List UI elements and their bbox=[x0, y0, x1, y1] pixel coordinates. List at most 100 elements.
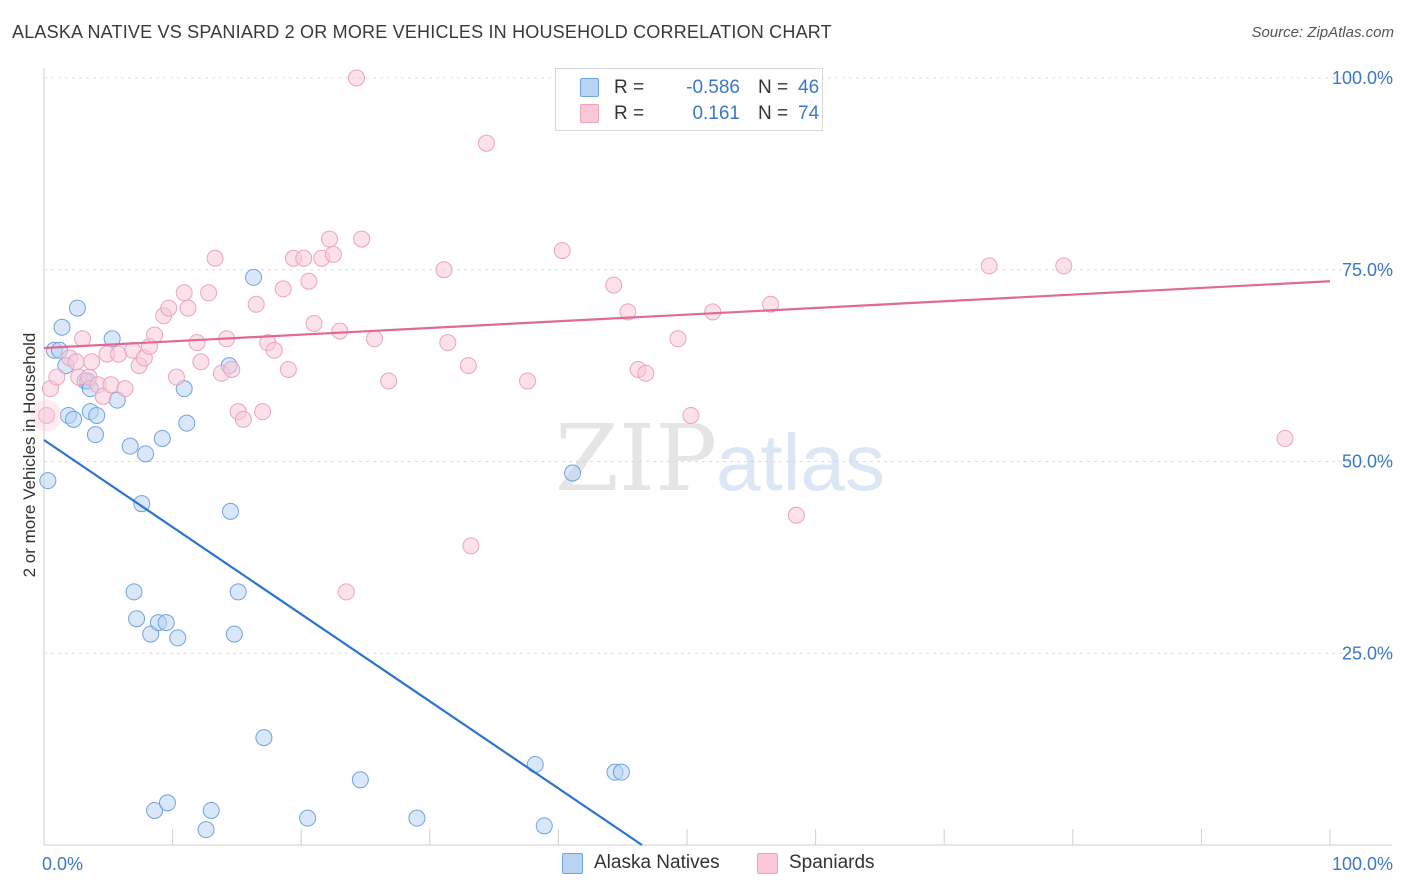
alaska-native-point bbox=[153, 429, 171, 447]
spaniard-point bbox=[619, 303, 637, 321]
spaniard-point bbox=[605, 276, 623, 294]
spaniard-point bbox=[116, 380, 134, 398]
alaska-native-point bbox=[299, 809, 317, 827]
spaniard-point bbox=[300, 272, 318, 290]
points-layer bbox=[30, 69, 1294, 839]
spaniard-point-cluster bbox=[30, 399, 63, 432]
spaniard-point bbox=[67, 353, 85, 371]
grid-layer bbox=[44, 77, 1392, 654]
legend-swatch-blue bbox=[580, 78, 599, 97]
spaniard-point bbox=[247, 295, 265, 313]
spaniard-point bbox=[435, 261, 453, 279]
y-tick-label: 50.0% bbox=[1342, 452, 1393, 472]
spaniard-point bbox=[74, 330, 92, 348]
spaniard-point bbox=[380, 372, 398, 390]
x-tick-label-min: 0.0% bbox=[42, 854, 83, 874]
spaniard-point bbox=[787, 506, 805, 524]
alaska-native-point bbox=[535, 817, 553, 835]
alaska-native-point bbox=[564, 464, 582, 482]
spaniard-point bbox=[762, 295, 780, 313]
alaska-native-point bbox=[197, 821, 215, 839]
alaska-native-point bbox=[202, 801, 220, 819]
spaniard-point bbox=[324, 245, 342, 263]
legend-r-label: R = bbox=[614, 77, 645, 98]
spaniard-point bbox=[223, 360, 241, 378]
spaniard-point bbox=[637, 364, 655, 382]
spaniard-point bbox=[265, 341, 283, 359]
legend-swatch-pink bbox=[580, 104, 599, 123]
spaniard-point bbox=[366, 330, 384, 348]
spaniard-point bbox=[320, 230, 338, 248]
chart-title: ALASKA NATIVE VS SPANIARD 2 OR MORE VEHI… bbox=[12, 22, 832, 42]
spaniard-point bbox=[83, 353, 101, 371]
spaniard-point bbox=[669, 330, 687, 348]
spaniard-point bbox=[295, 249, 313, 267]
spaniard-point bbox=[305, 314, 323, 332]
correlation-legend: R = -0.586 N = 46 R = 0.161 N = 74 bbox=[555, 68, 823, 131]
y-tick-label: 75.0% bbox=[1342, 260, 1393, 280]
alaska-native-point bbox=[86, 426, 104, 444]
bottom-legend-label: Spaniards bbox=[789, 852, 875, 873]
alaska-native-point bbox=[137, 445, 155, 463]
alaska-native-point bbox=[351, 771, 369, 789]
spaniard-point bbox=[38, 406, 56, 424]
spaniard-point bbox=[331, 322, 349, 340]
bottom-legend-label: Alaska Natives bbox=[594, 852, 720, 873]
alaska-native-point bbox=[103, 330, 121, 348]
legend-n-value: 46 bbox=[798, 77, 820, 98]
alaska-native-point bbox=[65, 410, 83, 428]
legend-r-value: 0.161 bbox=[692, 103, 740, 124]
y-axis-label: 2 or more Vehicles in Household bbox=[20, 332, 39, 578]
x-tick-label-max: 100.0% bbox=[1332, 854, 1393, 874]
spaniard-point bbox=[167, 368, 185, 386]
alaska-native-point bbox=[612, 763, 630, 781]
spaniard-point bbox=[347, 69, 365, 87]
alaska-native-point bbox=[125, 583, 143, 601]
spaniard-point bbox=[279, 360, 297, 378]
spaniard-point bbox=[160, 299, 178, 317]
spaniard-point bbox=[188, 334, 206, 352]
spaniard-point bbox=[519, 372, 537, 390]
alaska-native-point bbox=[178, 414, 196, 432]
spaniard-point bbox=[175, 284, 193, 302]
alaska-native-point bbox=[408, 809, 426, 827]
spaniard-point bbox=[1276, 429, 1294, 447]
spaniard-point bbox=[682, 406, 700, 424]
spaniard-point bbox=[206, 249, 224, 267]
spaniard-point bbox=[48, 368, 66, 386]
alaska-native-point bbox=[158, 794, 176, 812]
watermark-atlas: atlas bbox=[716, 418, 885, 507]
trend-layer bbox=[43, 280, 1331, 846]
spaniard-point bbox=[192, 353, 210, 371]
spaniard-point bbox=[337, 583, 355, 601]
y-tick-label: 100.0% bbox=[1332, 68, 1393, 88]
spaniard-point bbox=[234, 410, 252, 428]
spaniard-point bbox=[462, 537, 480, 555]
alaska-native-point bbox=[128, 610, 146, 628]
axis-layer bbox=[43, 68, 1392, 846]
spaniard-point bbox=[146, 326, 164, 344]
spaniard-point bbox=[102, 376, 120, 394]
spaniard-point bbox=[1055, 257, 1073, 275]
spaniard-point bbox=[274, 280, 292, 298]
alaska-native-point bbox=[121, 437, 139, 455]
tick-labels: 25.0% 50.0% 75.0% 100.0% 0.0% 100.0% bbox=[42, 68, 1393, 874]
spaniard-point bbox=[439, 334, 457, 352]
bottom-legend-swatch-blue bbox=[562, 853, 583, 874]
legend-r-value: -0.586 bbox=[686, 77, 740, 98]
alaska-native-point bbox=[225, 625, 243, 643]
alaska-native-point bbox=[39, 472, 57, 490]
alaska-native-point bbox=[157, 614, 175, 632]
legend-n-label: N = bbox=[758, 103, 789, 124]
alaska-native-point bbox=[53, 318, 71, 336]
alaska-native-point bbox=[255, 729, 273, 747]
alaska-native-point bbox=[221, 502, 239, 520]
spaniard-point bbox=[353, 230, 371, 248]
legend-r-label: R = bbox=[614, 103, 645, 124]
spaniard-point bbox=[459, 357, 477, 375]
alaska-native-point bbox=[169, 629, 187, 647]
alaska-natives-trend-line bbox=[43, 439, 643, 846]
watermark: ZIP atlas bbox=[555, 405, 885, 512]
alaska-native-point bbox=[245, 268, 263, 286]
